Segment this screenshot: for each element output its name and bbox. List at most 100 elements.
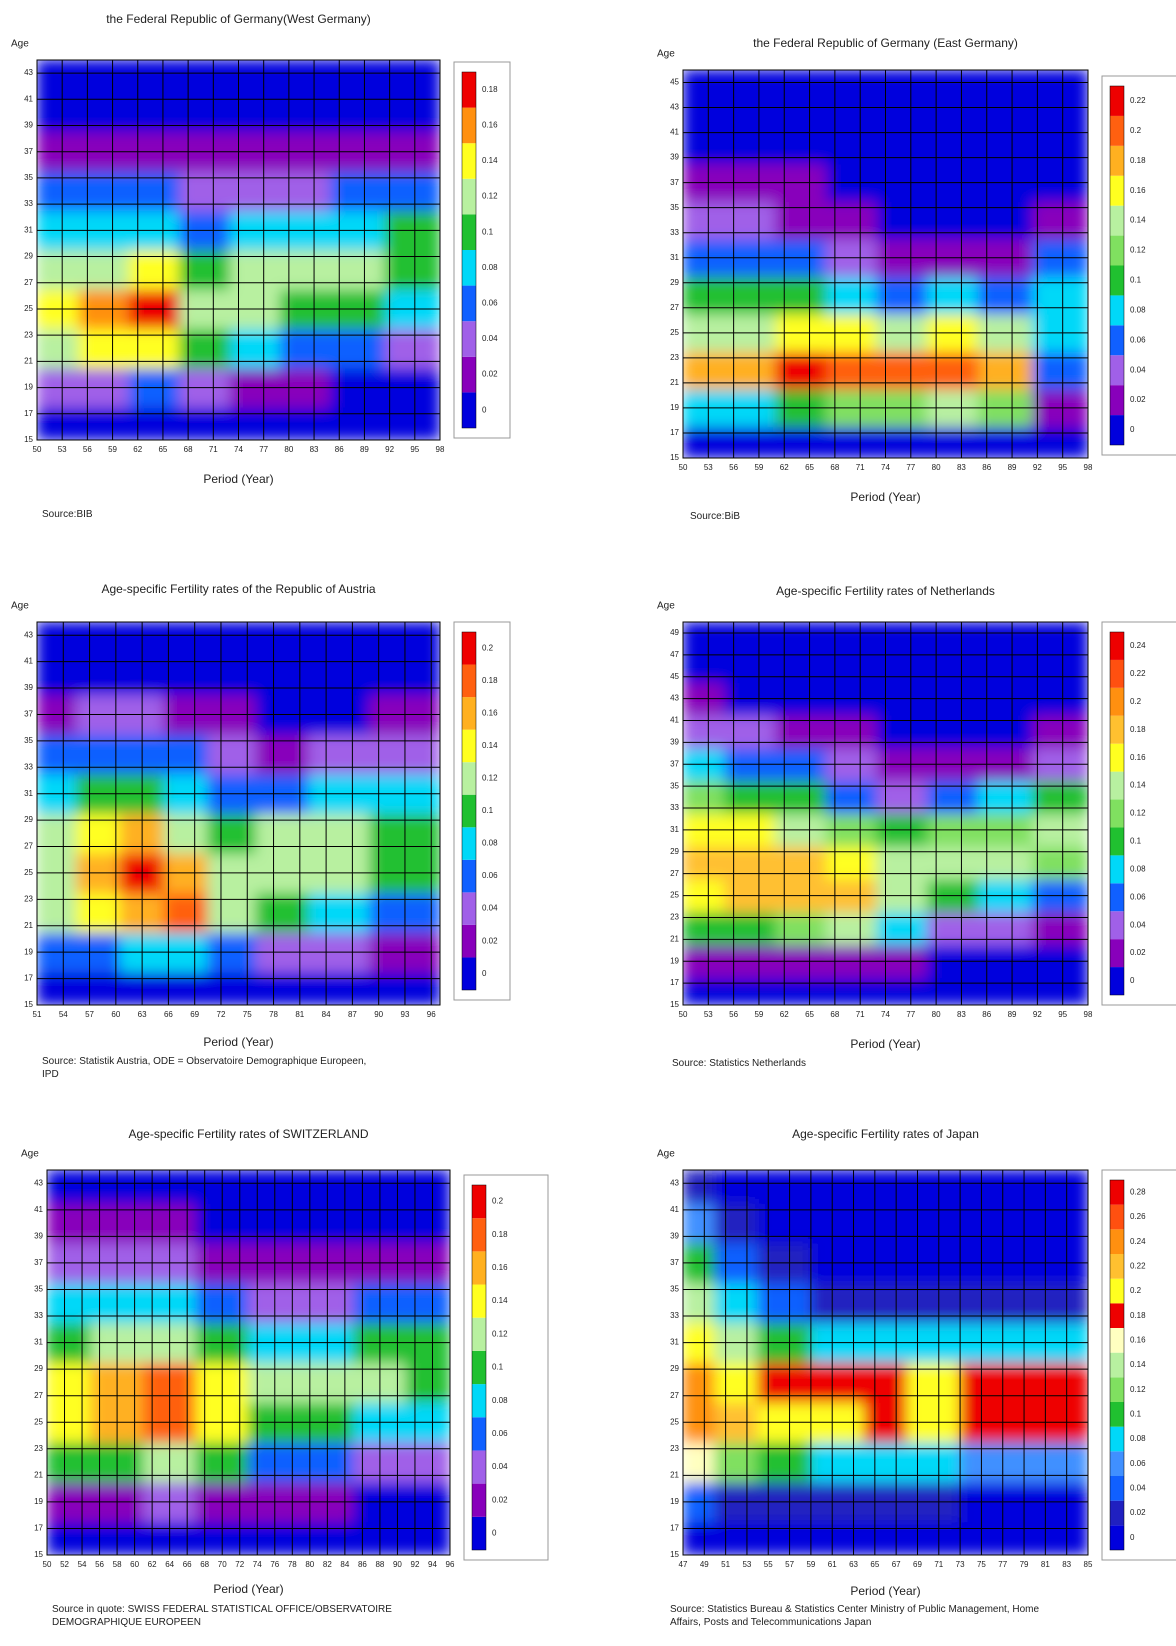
y-tick-label: 45: [670, 78, 679, 87]
y-tick-label: 33: [670, 803, 679, 812]
cell: [47, 1362, 92, 1403]
x-tick-label: 83: [957, 1010, 966, 1019]
cell: [927, 351, 979, 390]
y-tick-label: 35: [670, 1285, 679, 1294]
colorbar-band: [1110, 855, 1124, 884]
colorbar-label: 0: [1130, 976, 1135, 985]
cell: [1032, 845, 1088, 880]
cell: [1028, 1202, 1088, 1244]
cell: [37, 622, 77, 656]
cell: [977, 276, 1034, 315]
cell: [714, 1170, 759, 1204]
x-tick-label: 74: [253, 1560, 262, 1569]
y-tick-label: 17: [24, 409, 33, 418]
cell: [330, 170, 386, 212]
cell: [279, 406, 332, 440]
cell: [78, 328, 130, 369]
colorbar-label: 0.08: [1130, 864, 1146, 873]
cell: [714, 1202, 759, 1244]
y-tick-label: 17: [24, 974, 33, 983]
cell: [810, 1170, 865, 1204]
cell: [1028, 1362, 1088, 1403]
y-tick-label: 25: [670, 328, 679, 337]
colorbar-label: 0.18: [482, 676, 498, 685]
cell: [825, 977, 878, 1005]
colorbar-band: [1110, 911, 1124, 940]
colorbar-label: 0.02: [492, 1495, 508, 1504]
cell: [384, 60, 440, 94]
cell: [128, 170, 181, 212]
chart-title: Age-specific Fertility rates of Japan: [792, 1127, 979, 1141]
x-tick-label: 65: [805, 1010, 814, 1019]
x-tick-label: 54: [59, 1010, 68, 1019]
y-tick-label: 29: [670, 1364, 679, 1373]
colorbar-label: 0.08: [482, 839, 498, 848]
cell: [683, 1282, 716, 1324]
cell: [724, 780, 777, 814]
y-tick-label: 23: [24, 894, 33, 903]
y-tick-label: 23: [670, 353, 679, 362]
x-tick-label: 67: [892, 1560, 901, 1569]
cell: [724, 125, 777, 165]
cell: [683, 1170, 716, 1204]
x-tick-label: 95: [410, 445, 419, 454]
x-tick-label: 53: [704, 1010, 713, 1019]
colorbar-frame: [471, 1184, 487, 1551]
x-tick-label: 63: [849, 1560, 858, 1569]
cell: [876, 845, 929, 880]
cell: [775, 911, 827, 946]
colorbar-label: 0.16: [492, 1263, 508, 1272]
cell: [128, 406, 181, 440]
x-tick-label: 63: [138, 1010, 147, 1019]
cell: [163, 813, 209, 854]
x-tick-label: 61: [828, 1560, 837, 1569]
x-tick-label: 95: [1058, 1010, 1067, 1019]
x-tick-label: 59: [806, 1560, 815, 1569]
source: Source: Statistics Bureau & Statistics C…: [670, 1604, 1040, 1628]
colorbar-label: 0.16: [482, 121, 498, 130]
cell: [47, 1521, 92, 1555]
x-tick-label: 66: [164, 1010, 173, 1019]
x-tick-label: 47: [679, 1560, 688, 1569]
cell: [405, 1170, 450, 1204]
y-axis-label: Age: [11, 601, 29, 612]
x-tick-label: 83: [310, 445, 319, 454]
y-tick-label: 43: [24, 630, 33, 639]
plot-frame: [46, 1169, 451, 1556]
x-tick-label: 92: [1033, 463, 1042, 472]
y-tick-label: 35: [34, 1285, 43, 1294]
y-tick-label: 25: [670, 1417, 679, 1426]
cell: [906, 1170, 961, 1204]
cell: [959, 1362, 1030, 1403]
cell: [308, 971, 371, 1005]
x-tick-label: 90: [393, 1560, 402, 1569]
x-tick-label: 92: [411, 1560, 420, 1569]
cell: [863, 1521, 908, 1555]
cell: [927, 276, 979, 315]
x-tick-label: 80: [932, 1010, 941, 1019]
cell: [683, 200, 726, 240]
plot-frame: [682, 621, 1089, 1006]
cell: [229, 60, 281, 94]
cell: [37, 170, 80, 212]
cell: [927, 977, 979, 1005]
cell: [330, 92, 386, 133]
colorbar-band: [462, 892, 476, 925]
cell: [810, 1282, 865, 1324]
colorbar-frame: [461, 631, 477, 991]
cell: [927, 70, 979, 127]
cell: [927, 426, 979, 458]
cell: [37, 813, 77, 854]
cell: [1032, 622, 1088, 683]
x-tick-label: 64: [165, 1560, 174, 1569]
cell: [825, 622, 878, 683]
colorbar-band: [1110, 659, 1124, 688]
cell: [724, 200, 777, 240]
colorbar-label: 0.22: [1130, 96, 1146, 105]
colorbar-label: 0.14: [1130, 1360, 1146, 1369]
colorbar-band: [1110, 265, 1124, 296]
cell: [775, 276, 827, 315]
colorbar-label: 0.04: [482, 334, 498, 343]
x-tick-label: 89: [1008, 463, 1017, 472]
cell: [308, 622, 371, 656]
